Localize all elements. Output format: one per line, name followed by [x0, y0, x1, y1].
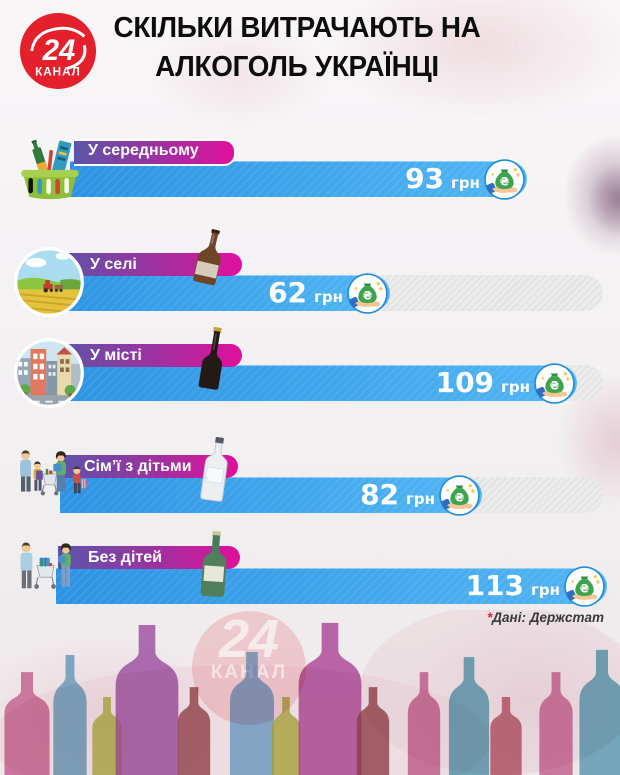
- family-icon: [20, 450, 87, 496]
- value-number: 82: [360, 478, 400, 511]
- bar-value: 93 грн: [405, 161, 480, 197]
- village-icon: [14, 247, 84, 317]
- value-unit: грн: [406, 490, 435, 508]
- wine-bottle-icon: [198, 326, 223, 390]
- bar-family-with-children: [60, 477, 482, 513]
- couple-icon: [20, 542, 71, 589]
- category-pill: Без дітей: [58, 546, 240, 569]
- money-in-hand-icon: [439, 475, 480, 516]
- bar-value: 113 грн: [466, 568, 560, 604]
- category-label: Сім’ї з дітьми: [84, 458, 192, 475]
- value-number: 62: [268, 276, 308, 309]
- channel-24-logo-icon: 24 КАНАЛ: [19, 12, 97, 90]
- value-unit: грн: [501, 378, 530, 396]
- money-in-hand-icon: [564, 566, 605, 607]
- logo-number: 24: [42, 35, 76, 67]
- title-line-2: АЛКОГОЛЬ УКРАЇНЦІ: [155, 51, 439, 83]
- source-note: *Дані: Держстат: [487, 610, 604, 625]
- page-title: СКІЛЬКИ ВИТРАЧАЮТЬ НА АЛКОГОЛЬ УКРАЇНЦІ: [112, 9, 483, 87]
- category-label: Без дітей: [88, 549, 162, 566]
- bar-value: 109 грн: [436, 365, 530, 401]
- city-icon: [14, 338, 84, 408]
- bottles-decoration: 24 КАНАЛ: [0, 610, 620, 775]
- bar-city: [50, 365, 577, 401]
- value-number: 93: [405, 162, 445, 195]
- bar-village: [50, 275, 390, 311]
- logo-name: КАНАЛ: [35, 65, 81, 78]
- bar-without-children: [56, 568, 607, 604]
- value-number: 113: [465, 569, 525, 602]
- watercolor-blob: [585, 160, 620, 240]
- channel-24-logo: 24 КАНАЛ: [19, 12, 97, 90]
- shopping-basket-icon: [21, 139, 79, 200]
- bar-value: 62 грн: [268, 275, 343, 311]
- source-text: Дані: Держстат: [492, 610, 604, 625]
- category-label: У місті: [90, 347, 142, 364]
- money-in-hand-icon: [484, 159, 525, 200]
- category-pill: У середньому: [74, 139, 236, 166]
- value-unit: грн: [531, 581, 560, 599]
- vodka-bottle-icon: [200, 436, 228, 502]
- bar-value: 82 грн: [360, 477, 435, 513]
- money-in-hand-icon: [534, 363, 575, 404]
- value-unit: грн: [451, 174, 480, 192]
- green-bottle-icon: [200, 530, 227, 597]
- category-label: У середньому: [88, 142, 199, 159]
- category-pill: У місті: [58, 344, 242, 367]
- category-pill: Сім’ї з дітьми: [58, 455, 238, 478]
- money-in-hand-icon: [347, 273, 388, 314]
- bar-average: [70, 161, 527, 197]
- title-line-1: СКІЛЬКИ ВИТРАЧАЮТЬ НА: [113, 12, 481, 44]
- source-asterisk: *: [487, 610, 493, 625]
- beer-bottle-icon: [193, 229, 221, 286]
- value-unit: грн: [314, 288, 343, 306]
- watercolor-blob: [560, 130, 620, 260]
- category-label: У селі: [90, 256, 137, 273]
- value-number: 109: [435, 366, 495, 399]
